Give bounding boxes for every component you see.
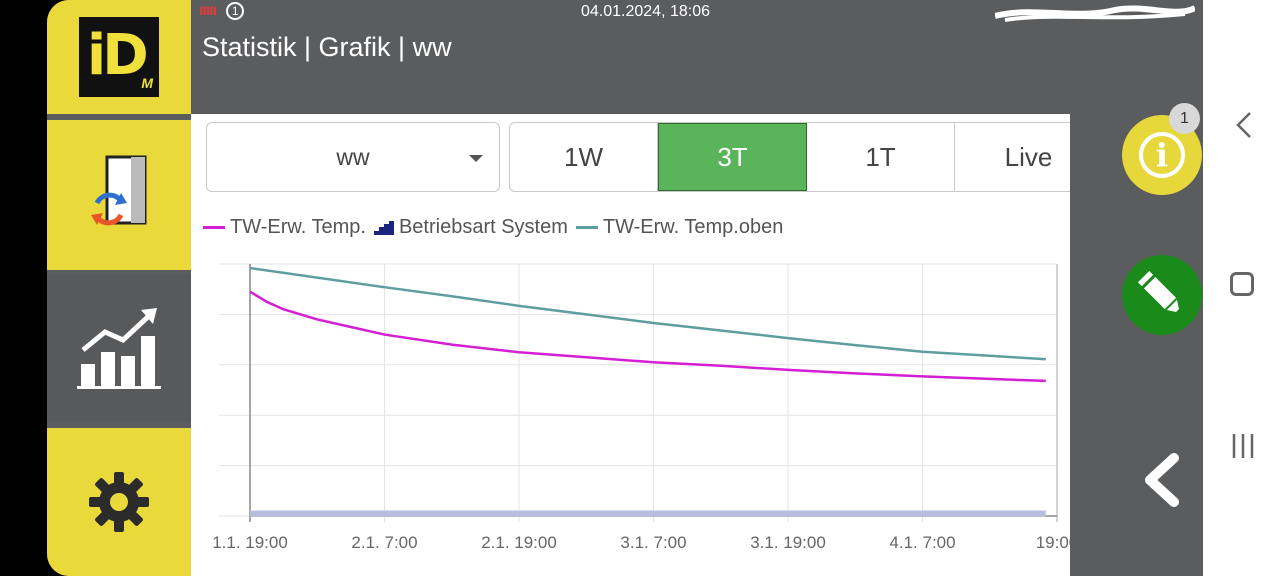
id-logo-icon: iD M	[79, 17, 159, 97]
system-back-icon[interactable]	[1232, 110, 1256, 140]
sidebar-item-statistics[interactable]	[47, 274, 191, 422]
chart-trend-icon	[77, 308, 161, 389]
sidebar: iD M	[47, 0, 191, 576]
segment-live[interactable]: Live	[1004, 141, 1053, 172]
sidebar-item-logo[interactable]: iD M	[47, 0, 191, 114]
sidebar-item-settings[interactable]	[47, 428, 191, 576]
x-tick-label: 19:00	[1036, 533, 1079, 552]
right-rail	[1070, 114, 1156, 576]
info-badge: 1	[1169, 103, 1200, 134]
header: ııııı 1 04.01.2024, 18:06 Statistik | Gr…	[191, 0, 1203, 114]
page-title: Statistik | Grafik | ww	[202, 32, 452, 62]
series-line-tw-erw-temp-oben	[249, 266, 1046, 361]
x-tick-label: 2.1. 19:00	[481, 533, 557, 552]
segment-1t[interactable]: 1T	[807, 123, 955, 191]
heat-exchange-icon	[91, 155, 147, 226]
redaction-scribble-icon	[995, 5, 1195, 22]
legend-item-tw-erw-temp[interactable]: TW-Erw. Temp.	[203, 216, 366, 239]
legend-line-icon	[575, 226, 598, 229]
system-home-icon[interactable]	[1230, 272, 1254, 296]
legend-item-tw-erw-temp-oben[interactable]: TW-Erw. Temp.oben	[575, 216, 783, 239]
system-navigation-bar	[1203, 0, 1280, 576]
legend-item-betriebsart[interactable]: Betriebsart System	[373, 216, 568, 239]
radiator-icon: ııııı	[199, 2, 217, 19]
x-tick-label: 1.1. 19:00	[212, 533, 288, 552]
x-tick-label: 2.1. 7:00	[351, 533, 417, 552]
notification-count-icon: 1	[226, 2, 245, 20]
pencil-icon	[1135, 268, 1183, 316]
sidebar-item-heat-exchange[interactable]	[47, 120, 191, 270]
x-tick-label: 4.1. 7:00	[889, 533, 955, 552]
chart-legend: TW-Erw. Temp. Betriebsart System TW-Erw.…	[203, 216, 783, 239]
legend-line-icon	[203, 226, 225, 229]
segment-1w[interactable]: 1W	[510, 123, 658, 191]
dropdown-value: ww	[336, 143, 370, 170]
caret-down-icon	[469, 155, 483, 162]
status-icons: ııııı 1	[199, 2, 245, 20]
edit-button[interactable]	[1122, 255, 1202, 335]
gear-icon	[89, 472, 149, 532]
datetime: 04.01.2024, 18:06	[581, 3, 711, 20]
x-tick-label: 3.1. 7:00	[620, 533, 686, 552]
x-tick-label: 3.1. 19:00	[750, 533, 826, 552]
chevron-left-icon[interactable]	[1136, 450, 1186, 510]
info-icon: i	[1139, 132, 1185, 178]
series-line-tw-erw-temp-	[249, 290, 1046, 383]
time-range-selector: 1W 3T 1T Live	[509, 122, 1103, 192]
system-recent-apps-icon[interactable]	[1230, 432, 1256, 460]
legend-steps-icon	[373, 220, 394, 235]
segment-3t[interactable]: 3T	[658, 123, 807, 191]
chart-panel: ww 1W 3T 1T Live TW-Erw. Temp. Betriebsa…	[191, 114, 1117, 576]
line-chart[interactable]: 010203040501.1. 19:002.1. 7:002.1. 19:00…	[191, 244, 1117, 576]
data-source-dropdown[interactable]: ww	[206, 122, 500, 192]
